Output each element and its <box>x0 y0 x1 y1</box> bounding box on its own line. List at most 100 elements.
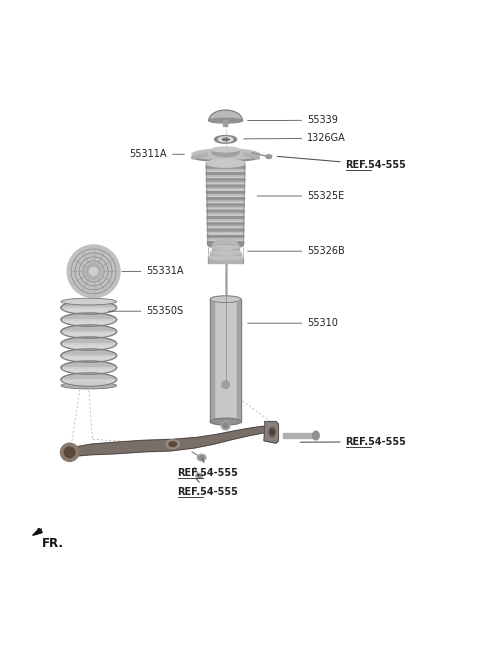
Ellipse shape <box>222 380 229 388</box>
Ellipse shape <box>215 136 237 143</box>
Polygon shape <box>237 299 241 422</box>
Polygon shape <box>61 380 117 386</box>
Ellipse shape <box>90 268 97 276</box>
Polygon shape <box>206 182 245 186</box>
Polygon shape <box>206 188 245 192</box>
Polygon shape <box>223 121 228 127</box>
Text: 55311A: 55311A <box>130 150 184 159</box>
Ellipse shape <box>312 431 319 440</box>
Polygon shape <box>207 211 244 214</box>
Ellipse shape <box>166 440 180 449</box>
Text: REF.54-555: REF.54-555 <box>178 479 239 497</box>
Polygon shape <box>207 239 244 242</box>
Polygon shape <box>206 186 245 188</box>
Ellipse shape <box>198 475 201 477</box>
Polygon shape <box>33 529 42 535</box>
Ellipse shape <box>210 419 241 425</box>
Polygon shape <box>207 226 244 229</box>
Polygon shape <box>207 204 244 207</box>
Polygon shape <box>283 433 316 438</box>
Text: FR.: FR. <box>42 537 64 550</box>
Ellipse shape <box>192 153 259 161</box>
Ellipse shape <box>269 427 276 437</box>
Ellipse shape <box>209 118 242 123</box>
Ellipse shape <box>64 447 75 458</box>
Text: REF.54-555: REF.54-555 <box>178 459 239 478</box>
Polygon shape <box>70 426 274 457</box>
Polygon shape <box>192 153 207 159</box>
Ellipse shape <box>212 147 239 152</box>
Ellipse shape <box>206 159 245 167</box>
Polygon shape <box>61 373 117 380</box>
Polygon shape <box>61 349 117 356</box>
Polygon shape <box>61 319 117 326</box>
Text: 55350S: 55350S <box>108 306 183 316</box>
Polygon shape <box>264 422 278 443</box>
Polygon shape <box>212 247 239 253</box>
Polygon shape <box>207 201 244 204</box>
Ellipse shape <box>60 443 79 461</box>
Polygon shape <box>61 344 117 350</box>
Ellipse shape <box>61 382 117 389</box>
Text: 55339: 55339 <box>248 115 338 125</box>
Polygon shape <box>207 216 244 220</box>
Polygon shape <box>61 361 117 367</box>
Ellipse shape <box>212 245 239 250</box>
Ellipse shape <box>221 421 230 430</box>
Text: 55326B: 55326B <box>248 246 345 256</box>
Polygon shape <box>61 356 117 362</box>
Polygon shape <box>61 337 117 344</box>
Polygon shape <box>61 325 117 331</box>
Polygon shape <box>212 239 239 247</box>
Text: REF.54-555: REF.54-555 <box>300 437 407 447</box>
Ellipse shape <box>61 298 117 305</box>
Ellipse shape <box>197 454 206 461</box>
Text: REF.54-555: REF.54-555 <box>277 156 407 170</box>
Polygon shape <box>206 192 245 195</box>
Text: 1326GA: 1326GA <box>244 133 346 144</box>
Polygon shape <box>206 173 245 176</box>
Polygon shape <box>207 220 244 223</box>
Polygon shape <box>210 299 214 422</box>
Ellipse shape <box>169 441 177 447</box>
Ellipse shape <box>212 148 239 157</box>
Polygon shape <box>206 198 245 201</box>
Text: 55310: 55310 <box>248 318 338 328</box>
Ellipse shape <box>210 251 241 255</box>
Polygon shape <box>210 299 241 422</box>
Polygon shape <box>206 179 245 182</box>
Polygon shape <box>244 153 259 159</box>
Text: 55325E: 55325E <box>257 191 345 201</box>
Ellipse shape <box>222 138 229 140</box>
Polygon shape <box>61 301 117 308</box>
Polygon shape <box>210 253 241 258</box>
Polygon shape <box>208 258 243 263</box>
Polygon shape <box>61 331 117 338</box>
Polygon shape <box>206 170 245 173</box>
Ellipse shape <box>210 296 241 302</box>
Polygon shape <box>206 163 245 167</box>
Polygon shape <box>206 176 245 179</box>
Ellipse shape <box>266 155 272 159</box>
Ellipse shape <box>218 137 233 142</box>
Polygon shape <box>206 195 245 198</box>
Polygon shape <box>61 308 117 314</box>
Polygon shape <box>207 207 244 211</box>
Polygon shape <box>207 232 244 236</box>
Ellipse shape <box>192 149 259 159</box>
Polygon shape <box>61 313 117 319</box>
Ellipse shape <box>86 264 102 279</box>
Ellipse shape <box>212 245 239 249</box>
Polygon shape <box>61 367 117 375</box>
Ellipse shape <box>208 241 243 249</box>
Polygon shape <box>207 214 244 216</box>
Polygon shape <box>207 229 244 232</box>
Polygon shape <box>206 167 245 170</box>
Ellipse shape <box>199 456 204 459</box>
Polygon shape <box>207 236 244 239</box>
Ellipse shape <box>208 256 243 260</box>
Text: 55331A: 55331A <box>122 266 184 276</box>
Polygon shape <box>207 223 244 226</box>
Ellipse shape <box>270 429 274 435</box>
Ellipse shape <box>196 474 203 478</box>
